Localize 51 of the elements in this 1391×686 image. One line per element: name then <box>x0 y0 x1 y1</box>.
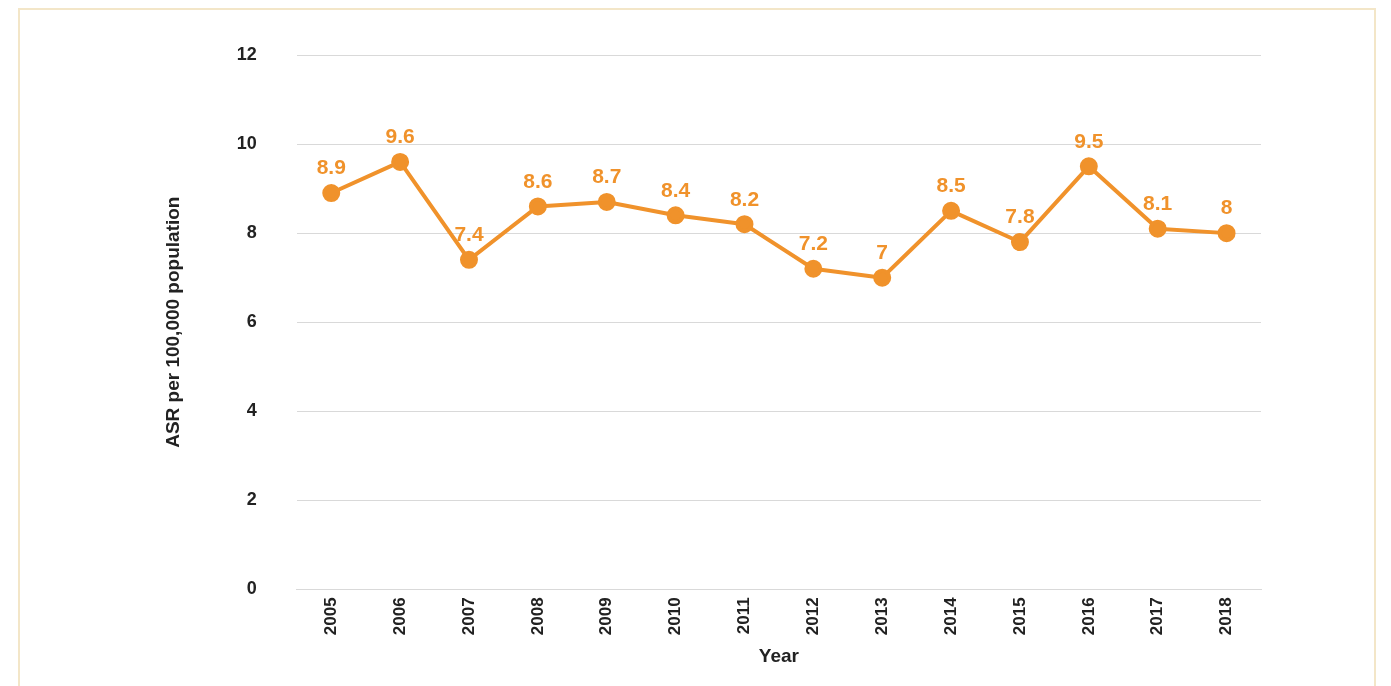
point <box>1217 224 1236 243</box>
point <box>873 268 892 287</box>
data-label: 8 <box>1220 195 1233 219</box>
point <box>666 206 685 225</box>
x-tick-label: 2011 <box>734 597 754 635</box>
point <box>1148 219 1167 238</box>
y-tick-label: 12 <box>236 43 257 64</box>
x-tick-label: 2014 <box>940 596 960 636</box>
data-label: 7.4 <box>454 222 484 246</box>
data-label: 8.1 <box>1143 190 1173 214</box>
x-tick-label: 2016 <box>1078 597 1098 636</box>
data-label: 8.2 <box>729 186 760 210</box>
data-label: 8.4 <box>661 177 691 201</box>
y-tick-label: 8 <box>246 222 257 243</box>
y-tick-label: 0 <box>246 578 257 599</box>
x-tick-label: 2005 <box>320 597 340 636</box>
point <box>804 259 823 278</box>
x-tick-label: 2018 <box>1216 597 1236 636</box>
y-axis-title: ASR per 100,000 population <box>161 196 183 448</box>
x-tick-label: 2009 <box>596 597 616 636</box>
x-tick-label: 2007 <box>458 597 478 636</box>
x-tick-label: 2010 <box>665 597 685 636</box>
data-label: 7.2 <box>798 231 828 255</box>
point <box>391 152 410 171</box>
point <box>942 201 961 220</box>
y-tick-label: 6 <box>246 311 257 332</box>
x-tick-label: 2013 <box>871 597 891 636</box>
x-tick-label: 2015 <box>1009 597 1029 636</box>
y-tick-label: 4 <box>246 400 257 421</box>
x-axis-title: Year <box>758 644 800 666</box>
point <box>322 184 341 203</box>
data-label: 9.6 <box>385 124 415 148</box>
y-tick-label: 10 <box>236 133 257 154</box>
x-tick-label: 2012 <box>803 597 823 636</box>
point <box>597 192 616 211</box>
point <box>1079 157 1098 176</box>
data-label: 7 <box>876 239 889 263</box>
point <box>460 250 478 269</box>
data-label: 9.5 <box>1074 128 1104 152</box>
x-tick-label: 2006 <box>389 597 409 636</box>
y-tick-label: 2 <box>246 489 257 510</box>
x-tick-label: 2008 <box>527 597 547 636</box>
point <box>1010 233 1029 252</box>
x-tick-label: 2017 <box>1147 597 1167 636</box>
data-label: 8.9 <box>316 155 346 179</box>
point <box>735 215 754 234</box>
point <box>528 197 547 216</box>
data-label: 8.7 <box>592 164 622 188</box>
data-label: 8.5 <box>936 173 966 197</box>
data-label: 8.6 <box>523 168 553 192</box>
data-label: 7.8 <box>1005 204 1035 228</box>
